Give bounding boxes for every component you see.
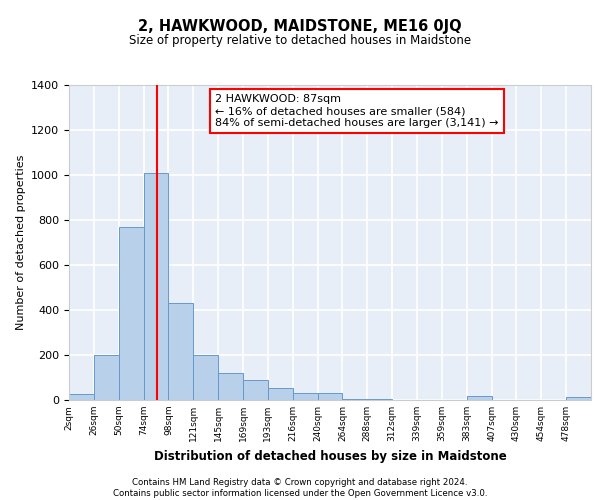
Text: Contains HM Land Registry data © Crown copyright and database right 2024.
Contai: Contains HM Land Registry data © Crown c… bbox=[113, 478, 487, 498]
Bar bbox=[467, 396, 491, 400]
X-axis label: Distribution of detached houses by size in Maidstone: Distribution of detached houses by size … bbox=[154, 450, 506, 462]
Bar bbox=[169, 303, 193, 400]
Bar bbox=[119, 227, 143, 400]
Bar bbox=[143, 173, 169, 400]
Bar bbox=[317, 393, 343, 400]
Bar bbox=[566, 396, 591, 400]
Bar bbox=[343, 399, 367, 400]
Bar bbox=[193, 355, 218, 400]
Bar bbox=[218, 373, 243, 400]
Text: Size of property relative to detached houses in Maidstone: Size of property relative to detached ho… bbox=[129, 34, 471, 47]
Y-axis label: Number of detached properties: Number of detached properties bbox=[16, 155, 26, 330]
Bar bbox=[268, 388, 293, 400]
Text: 2 HAWKWOOD: 87sqm
← 16% of detached houses are smaller (584)
84% of semi-detache: 2 HAWKWOOD: 87sqm ← 16% of detached hous… bbox=[215, 94, 499, 128]
Bar bbox=[293, 393, 317, 400]
Bar bbox=[243, 380, 268, 400]
Bar bbox=[367, 399, 392, 400]
Bar bbox=[69, 394, 94, 400]
Bar bbox=[94, 355, 119, 400]
Text: 2, HAWKWOOD, MAIDSTONE, ME16 0JQ: 2, HAWKWOOD, MAIDSTONE, ME16 0JQ bbox=[138, 19, 462, 34]
